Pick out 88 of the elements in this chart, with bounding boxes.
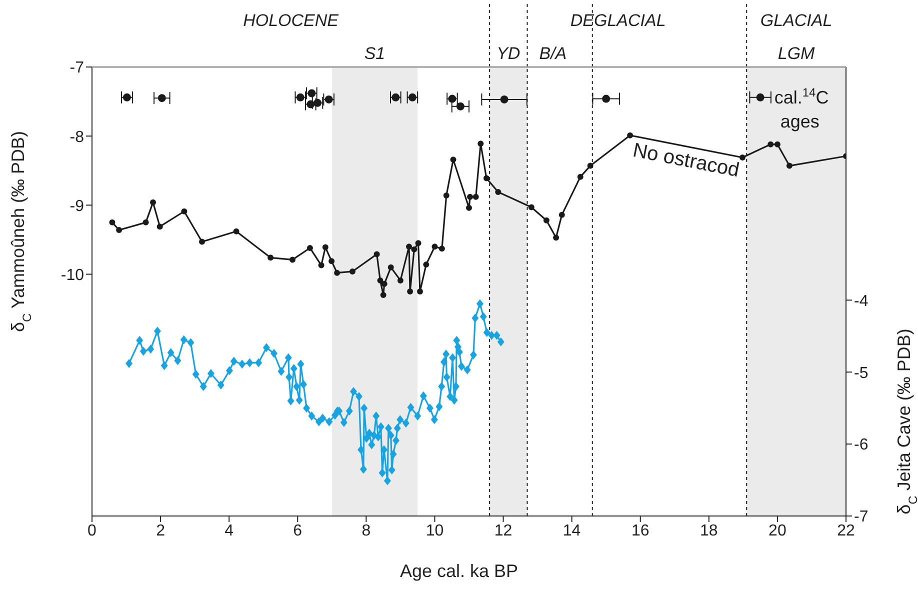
point (158, 94, 166, 102)
x-tick-label: 8 (362, 522, 371, 540)
point (199, 238, 206, 245)
point (406, 244, 412, 250)
y-tick-label: -10 (60, 266, 84, 284)
point (268, 254, 274, 261)
point (602, 94, 610, 103)
point (627, 132, 634, 138)
text: HOLOCENE (243, 11, 340, 30)
y2-tick-label: -4 (854, 292, 868, 310)
point (150, 199, 156, 206)
point (408, 93, 416, 102)
point (768, 141, 774, 148)
point (528, 204, 534, 210)
point (156, 224, 163, 230)
point (415, 240, 422, 246)
point (328, 258, 335, 264)
point (483, 175, 490, 182)
x-tick-label: 22 (837, 522, 855, 540)
x-tick-label: 18 (700, 522, 718, 540)
y2-tick-label: -7 (854, 508, 868, 526)
ref-line-label: B/A (539, 44, 567, 63)
band-label: LGM (778, 44, 816, 63)
y-tick-label: -9 (70, 198, 84, 215)
point (450, 156, 456, 163)
y2-tick-label: -6 (854, 436, 868, 454)
y-tick-label: -7 (70, 60, 84, 77)
point (289, 256, 296, 263)
point (443, 192, 450, 198)
text: DEGLACIAL (570, 11, 666, 30)
band-label: YD (496, 44, 520, 63)
x-tick-label: 10 (426, 522, 444, 540)
point (142, 219, 149, 226)
point (423, 262, 430, 268)
point (334, 270, 340, 276)
point (448, 94, 456, 103)
point (374, 251, 380, 258)
point (432, 244, 438, 250)
point (577, 174, 584, 180)
point (472, 194, 479, 200)
point (438, 246, 445, 252)
point (587, 162, 594, 169)
y-tick-label: -8 (70, 128, 84, 146)
band-label: S1 (364, 44, 386, 63)
point (456, 102, 464, 110)
x-tick-label: 4 (224, 522, 234, 540)
x-tick-label: 2 (156, 522, 166, 540)
point (500, 95, 508, 104)
y2-tick-label: -5 (854, 364, 868, 382)
series-label: cal.$^{14}$C ages (774, 85, 829, 132)
point (349, 268, 356, 274)
point (739, 154, 746, 160)
point (407, 288, 414, 294)
x-tick-label: 12 (494, 522, 512, 540)
point (495, 189, 502, 196)
point (388, 264, 394, 270)
point (553, 234, 560, 241)
point (322, 244, 328, 250)
point (416, 288, 423, 294)
point (181, 208, 188, 214)
point (380, 292, 386, 298)
point (318, 262, 324, 268)
x-axis-title: Age cal. ka BP (400, 561, 518, 581)
point (411, 246, 418, 252)
point (786, 162, 792, 169)
point (233, 228, 240, 234)
point (774, 141, 780, 148)
point (558, 212, 565, 218)
point (381, 280, 388, 287)
point (478, 140, 484, 147)
x-tick-label: 16 (631, 522, 650, 540)
point (122, 93, 131, 102)
point (467, 194, 474, 200)
x-tick-label: 20 (768, 522, 786, 540)
x-tick-label: 6 (293, 522, 302, 540)
point (543, 217, 550, 224)
point (756, 93, 764, 102)
point (392, 93, 400, 102)
point (109, 219, 116, 226)
text: GLACIAL (760, 11, 832, 30)
point (306, 244, 313, 251)
point (397, 277, 404, 284)
annotation: No ostracod (631, 139, 742, 182)
x-tick-label: 14 (562, 522, 581, 540)
point (377, 277, 384, 284)
x-tick-label: 0 (88, 522, 97, 540)
point (466, 204, 472, 211)
point (116, 227, 122, 234)
